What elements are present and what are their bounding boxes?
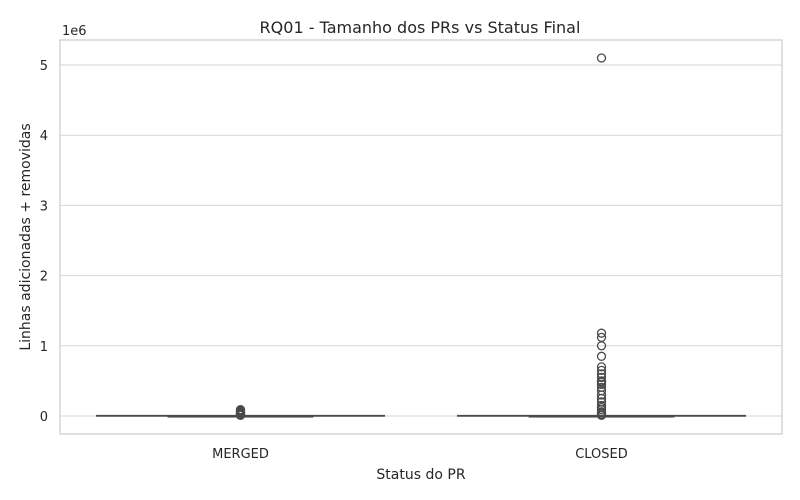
y-tick-label: 0 (40, 410, 48, 425)
y-axis-offset-label: 1e6 (62, 24, 87, 39)
chart-title: RQ01 - Tamanho dos PRs vs Status Final (260, 18, 581, 37)
y-tick-label: 4 (40, 129, 48, 144)
plot-frame (59, 39, 783, 435)
y-tick-label: 5 (40, 59, 48, 74)
outlier-point (596, 369, 607, 379)
x-tick-label: MERGED (212, 447, 269, 462)
outlier-point (235, 405, 246, 415)
x-tick-label: CLOSED (575, 447, 628, 462)
outlier-point (596, 365, 607, 376)
outlier-point (596, 362, 607, 372)
outlier-point (596, 53, 607, 63)
outlier-point (596, 351, 607, 361)
y-tick-label: 1 (40, 340, 48, 355)
outlier-point (596, 397, 607, 407)
box-layer (96, 53, 746, 420)
outlier-point (596, 332, 607, 343)
y-tick-label: 3 (40, 199, 48, 214)
outlier-point (596, 382, 607, 392)
outlier-point (596, 328, 607, 338)
grid-lines (60, 64, 782, 417)
x-axis-label: Status do PR (376, 467, 465, 483)
outlier-point (596, 372, 607, 383)
outlier-point (596, 400, 607, 411)
y-axis-label: Linhas adicionadas + removidas (18, 123, 34, 350)
box-group-merged (96, 405, 385, 420)
box-group-closed (457, 53, 746, 420)
tick-labels: 0 1 2 3 4 5 MERGED CLOSED (40, 59, 628, 462)
outlier-point (596, 376, 607, 386)
y-tick-label: 2 (40, 270, 48, 285)
